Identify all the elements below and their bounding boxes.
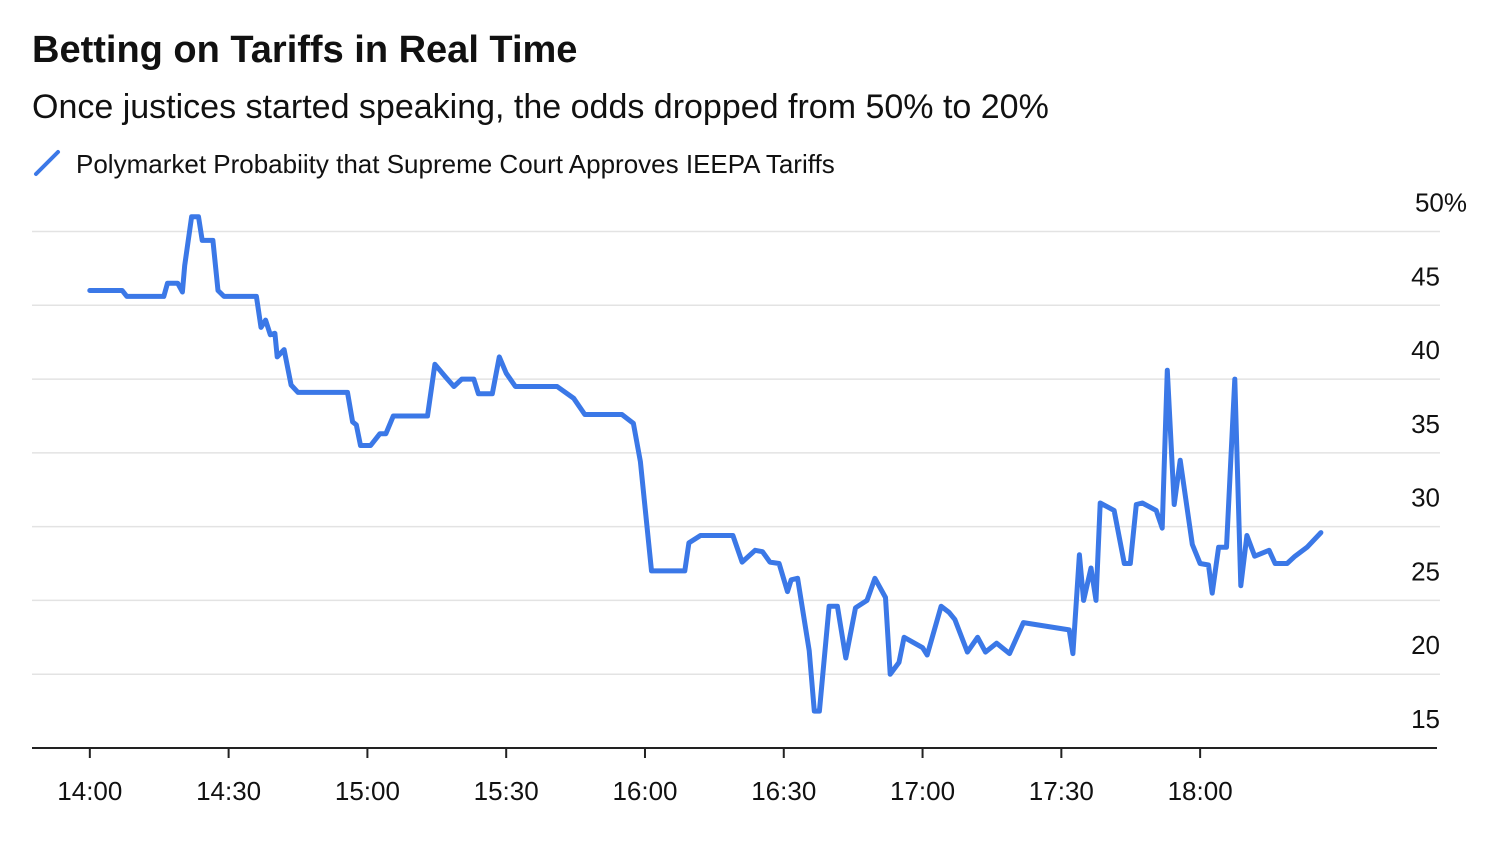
y-tick-label: 45 [1411, 261, 1440, 291]
line-series [87, 214, 1324, 714]
x-tick-label: 16:00 [612, 776, 677, 806]
chart-title: Betting on Tariffs in Real Time [32, 29, 577, 71]
x-tick-label: 14:30 [196, 776, 261, 806]
y-tick-label: 30 [1411, 483, 1440, 513]
x-tick-label: 17:30 [1029, 776, 1094, 806]
x-tick-label: 18:00 [1168, 776, 1233, 806]
y-tick-label: 40 [1411, 335, 1440, 365]
x-tick-label: 14:00 [57, 776, 122, 806]
x-tick-label: 17:00 [890, 776, 955, 806]
legend-swatch [34, 150, 60, 176]
y-tick-label: 25 [1411, 556, 1440, 586]
y-tick-label: 20 [1411, 630, 1440, 660]
y-tick-label: 35 [1411, 409, 1440, 439]
y-tick-label: 15 [1411, 704, 1440, 734]
x-tick-label: 15:30 [474, 776, 539, 806]
x-tick-label: 15:00 [335, 776, 400, 806]
y-tick-label: 50% [1415, 188, 1467, 218]
x-tick-label: 16:30 [751, 776, 816, 806]
legend-label: Polymarket Probabiity that Supreme Court… [76, 149, 835, 179]
chart-subtitle: Once justices started speaking, the odds… [32, 88, 1049, 126]
